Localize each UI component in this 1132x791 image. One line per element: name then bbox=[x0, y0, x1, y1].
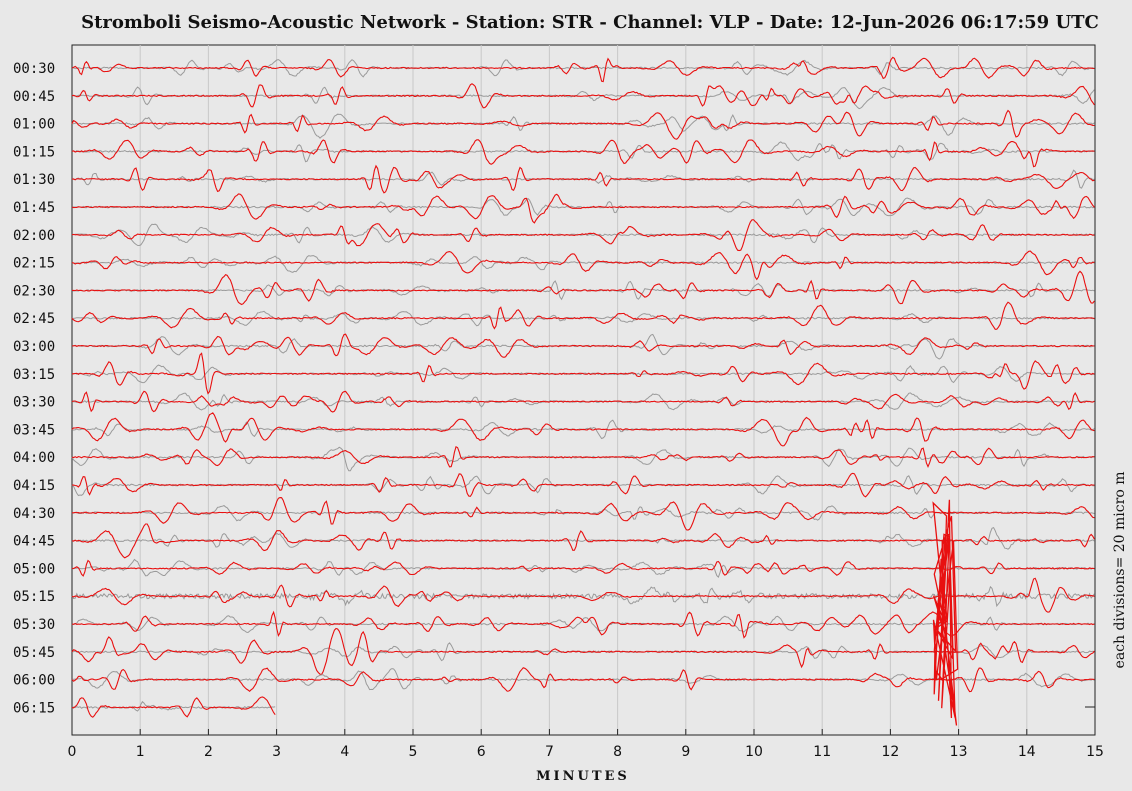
trace-primary bbox=[71, 610, 1095, 639]
trace-primary bbox=[72, 352, 1095, 395]
x-tick-label: 5 bbox=[409, 744, 418, 760]
x-tick-label: 7 bbox=[545, 744, 554, 760]
row-time-label: 01:45 bbox=[13, 200, 55, 216]
x-tick-label: 11 bbox=[813, 744, 831, 760]
row-time-label: 02:30 bbox=[13, 283, 55, 299]
grid-lines bbox=[139, 45, 1028, 735]
trace-primary bbox=[71, 333, 1095, 358]
x-tick-label: 4 bbox=[340, 744, 349, 760]
row-time-label: 05:00 bbox=[13, 561, 55, 577]
row-time-label: 03:15 bbox=[13, 367, 55, 383]
row-time-label: 05:30 bbox=[13, 617, 55, 633]
row-time-label: 03:30 bbox=[13, 395, 55, 411]
row-time-label: 06:15 bbox=[13, 700, 55, 716]
trace-secondary bbox=[71, 526, 1095, 550]
trace-primary bbox=[71, 109, 1095, 140]
x-tick-label: 10 bbox=[745, 744, 763, 760]
trace-primary bbox=[71, 446, 1095, 468]
x-tick-label: 8 bbox=[613, 744, 622, 760]
trace-primary bbox=[71, 301, 1095, 330]
row-time-label: 02:15 bbox=[13, 256, 55, 272]
scale-label: each divisions= 20 micro m bbox=[1112, 472, 1128, 669]
x-tick-label: 6 bbox=[477, 744, 486, 760]
trace-primary bbox=[71, 219, 1095, 252]
trace-primary bbox=[71, 696, 276, 718]
row-time-label: 00:45 bbox=[13, 89, 55, 105]
x-tick-label: 12 bbox=[881, 744, 899, 760]
x-tick-label: 14 bbox=[1018, 744, 1036, 760]
row-time-label: 03:45 bbox=[13, 422, 55, 438]
row-time-label: 01:30 bbox=[13, 172, 55, 188]
row-time-label: 05:45 bbox=[13, 645, 55, 661]
trace-primary bbox=[71, 193, 1095, 224]
x-tick-label: 3 bbox=[272, 744, 281, 760]
x-axis-ticks: 0 1 2 3 4 5 6 7 8 9 10 11 12 13 14 15 bbox=[68, 729, 1104, 760]
row-time-label: 00:30 bbox=[13, 61, 55, 77]
trace-primary bbox=[71, 390, 1095, 413]
row-time-label: 02:45 bbox=[13, 311, 55, 327]
row-labels: 00:30 00:45 01:00 01:15 01:30 01:45 02:00 02:15… bbox=[13, 61, 55, 716]
trace-primary bbox=[71, 559, 1095, 577]
trace-primary bbox=[71, 164, 1095, 194]
trace-primary bbox=[71, 577, 1095, 613]
trace-primary bbox=[71, 412, 1095, 447]
trace-secondary bbox=[71, 615, 1095, 634]
x-tick-label: 2 bbox=[204, 744, 213, 760]
x-axis-label: MINUTES bbox=[536, 769, 630, 784]
row-time-label: 02:00 bbox=[13, 228, 55, 244]
x-tick-label: 1 bbox=[136, 744, 145, 760]
trace-primary bbox=[71, 667, 1095, 693]
trace-primary bbox=[71, 56, 1095, 83]
row-time-label: 04:45 bbox=[13, 534, 55, 550]
row-time-label: 01:00 bbox=[13, 117, 55, 133]
trace-primary bbox=[72, 497, 1095, 531]
trace-primary bbox=[71, 83, 1095, 109]
x-tick-label: 0 bbox=[68, 744, 77, 760]
trace-primary bbox=[71, 139, 1095, 168]
row-time-label: 04:15 bbox=[13, 478, 55, 494]
trace-primary bbox=[72, 270, 1095, 306]
trace-primary bbox=[71, 472, 1095, 498]
row-time-label: 05:15 bbox=[13, 589, 55, 605]
trace-primary bbox=[71, 250, 1095, 281]
x-tick-label: 15 bbox=[1086, 744, 1104, 760]
row-time-label: 04:00 bbox=[13, 450, 55, 466]
row-time-label: 01:15 bbox=[13, 144, 55, 160]
x-tick-label: 9 bbox=[681, 744, 690, 760]
trace-secondary bbox=[71, 59, 1095, 78]
event-burst bbox=[932, 499, 959, 726]
row-time-label: 06:00 bbox=[13, 673, 55, 689]
row-time-label: 03:00 bbox=[13, 339, 55, 355]
traces bbox=[71, 56, 1095, 726]
plot-area bbox=[71, 44, 1096, 736]
trace-primary bbox=[71, 523, 1095, 559]
chart-title: Stromboli Seismo-Acoustic Network - Stat… bbox=[81, 12, 1099, 33]
row-time-label: 04:30 bbox=[13, 506, 55, 522]
x-tick-label: 13 bbox=[950, 744, 968, 760]
trace-secondary bbox=[71, 700, 276, 712]
trace-primary bbox=[71, 627, 1095, 676]
